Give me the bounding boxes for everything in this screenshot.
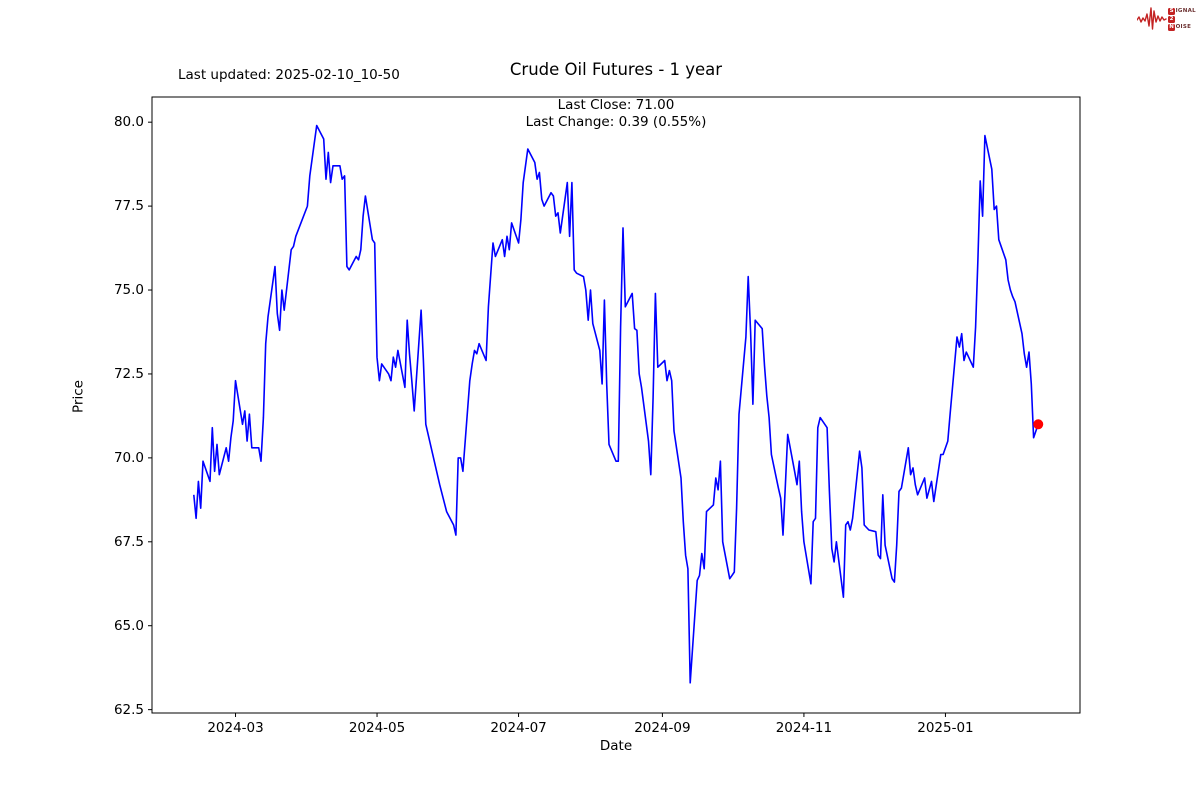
logo-rest-oise: OISE	[1175, 23, 1192, 30]
logo-text: S IGNAL 2 N OISE	[1168, 7, 1196, 31]
y-tick-label: 75.0	[113, 282, 144, 299]
x-axis-title: Date	[599, 738, 633, 754]
last-close-marker	[1033, 419, 1044, 430]
signal2noise-logo: S IGNAL 2 N OISE	[1137, 5, 1196, 33]
logo-letter-n: N	[1168, 23, 1176, 31]
y-axis-title: Price	[70, 380, 87, 413]
price-line	[193, 124, 1039, 684]
y-tick-label: 80.0	[113, 114, 144, 131]
y-tick-label: 62.5	[113, 701, 144, 718]
x-tick-label: 2024-05	[348, 720, 406, 736]
y-tick-label: 77.5	[113, 198, 144, 215]
chart-subtitle-last-close: Last Close: 71.00	[557, 97, 675, 113]
x-tick-label: 2024-11	[775, 720, 833, 736]
logo-letter-s: S	[1168, 7, 1176, 15]
x-tick-label: 2025-01	[917, 720, 974, 736]
logo-rest-ignal: IGNAL	[1175, 7, 1196, 14]
y-tick-label: 72.5	[113, 365, 144, 382]
x-tick-label: 2024-07	[490, 720, 547, 736]
x-tick-label: 2024-09	[634, 720, 691, 736]
logo-row-noise: N OISE	[1168, 23, 1196, 31]
y-tick-label: 70.0	[113, 449, 144, 466]
y-tick-label: 67.5	[113, 533, 144, 550]
chart-subtitle-last-change: Last Change: 0.39 (0.55%)	[525, 114, 707, 130]
logo-letter-2: 2	[1168, 15, 1176, 23]
y-tick-label: 65.0	[113, 617, 144, 634]
chart-title: Crude Oil Futures - 1 year	[509, 60, 723, 79]
waveform-icon	[1137, 7, 1167, 30]
x-tick-label: 2024-03	[207, 720, 264, 736]
last-updated-text: Last updated: 2025-02-10_10-50	[178, 67, 400, 83]
logo-row-signal: S IGNAL	[1168, 7, 1196, 15]
logo-row-2: 2	[1168, 15, 1196, 23]
plot-border	[151, 96, 1081, 714]
